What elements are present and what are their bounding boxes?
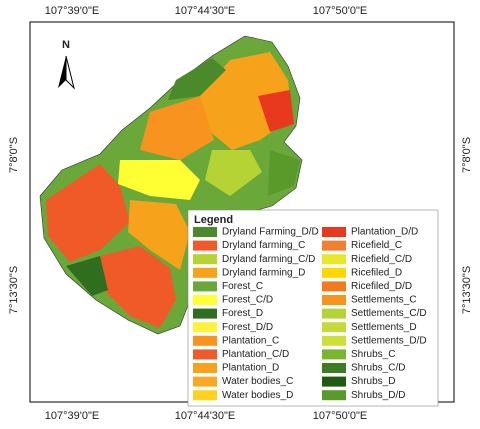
- top-coordinate: 107°50'0"E: [313, 5, 367, 17]
- legend-label: Plantation_C: [222, 335, 279, 346]
- legend-swatch: [193, 295, 217, 305]
- legend-label: Ricefiled_D: [351, 267, 402, 278]
- land-patch: [205, 150, 262, 196]
- legend-swatch: [193, 363, 217, 373]
- north-label: N: [62, 39, 70, 51]
- legend-swatch: [322, 267, 346, 278]
- legend-label: Plantation_D: [222, 363, 279, 374]
- legend-label: Forest_C: [222, 281, 263, 292]
- legend-swatch: [193, 281, 217, 292]
- legend-label: Forest_C/D: [222, 295, 273, 306]
- legend-swatch: [193, 376, 217, 387]
- coordinate-labels: 107°39'0"E 107°44'30"E 107°50'0"E 107°39'0"…: [8, 5, 473, 422]
- bottom-coordinate: 107°39'0"E: [45, 410, 99, 422]
- legend-label: Settlements_C/D: [351, 308, 427, 319]
- legend-label: Settlements_C: [351, 295, 417, 306]
- legend-swatch: [193, 335, 217, 346]
- map-area: [39, 35, 303, 335]
- arrow-half: [58, 56, 66, 88]
- north-arrow: N: [58, 39, 75, 90]
- legend: Dryland Farming_D/D Dryland farming_C Dryl…: [193, 227, 427, 401]
- legend-swatch: [322, 254, 346, 265]
- bottom-coordinate: 107°44'30"E: [175, 410, 236, 422]
- top-coordinate: 107°39'0"E: [45, 5, 99, 17]
- legend-label: Settlements_D/D: [351, 335, 427, 346]
- legend-swatch: [322, 390, 346, 401]
- legend-label: Shrubs_C: [351, 349, 395, 360]
- legend-label: Ricefiled_D/D: [351, 281, 412, 292]
- land-patch: [268, 150, 300, 196]
- legend-swatch: [193, 349, 217, 360]
- legend-swatch: [193, 308, 217, 319]
- legend-swatch: [322, 349, 346, 360]
- arrow-half: [65, 55, 75, 90]
- legend-swatch: [193, 390, 217, 401]
- legend-label: Dryland farming_C: [222, 240, 305, 251]
- legend-swatch: [322, 240, 346, 251]
- legend-label: Plantation_D/D: [351, 227, 418, 238]
- legend-label: Settlements_D: [351, 322, 417, 333]
- land-patch: [140, 96, 214, 160]
- legend-swatch: [322, 295, 346, 305]
- legend-swatch: [322, 308, 346, 319]
- legend-label: Shrubs_C/D: [351, 363, 405, 374]
- legend-label: Forest_D/D: [222, 322, 273, 333]
- legend-swatch: [322, 335, 346, 346]
- legend-swatch: [322, 281, 346, 292]
- land-patch: [66, 256, 108, 296]
- legend-swatch: [322, 363, 346, 373]
- legend-label: Plantation_C/D: [222, 349, 289, 360]
- land-patch: [100, 246, 176, 328]
- land-patch: [168, 58, 226, 100]
- legend-swatch: [193, 322, 217, 333]
- right-coordinate: 7°13'30"S: [461, 266, 473, 314]
- land-patch: [258, 90, 294, 132]
- legend-swatch: [322, 322, 346, 333]
- legend-title: Legend: [194, 214, 233, 226]
- legend-swatch: [322, 376, 346, 387]
- top-coordinate: 107°44'30"E: [175, 5, 236, 17]
- land-patch: [46, 164, 130, 262]
- legend-label: Shrubs_D/D: [351, 390, 405, 401]
- legend-swatch: [322, 227, 346, 237]
- legend-swatch: [193, 254, 217, 265]
- legend-label: Ricefield_C/D: [351, 254, 412, 265]
- right-coordinate: 7°8'0"S: [461, 137, 473, 173]
- land-patch: [118, 160, 200, 200]
- land-patch: [128, 200, 190, 270]
- legend-label: Dryland Farming_D/D: [222, 227, 319, 238]
- legend-swatch: [193, 227, 217, 237]
- legend-swatch: [193, 240, 217, 251]
- legend-label: Dryland farming_C/D: [222, 254, 315, 265]
- left-coordinate: 7°13'30"S: [8, 266, 20, 314]
- legend-label: Shrubs_D: [351, 376, 395, 387]
- legend-box: [187, 209, 439, 407]
- legend-label: Water bodies_D: [222, 390, 293, 401]
- legend-label: Ricefield_C: [351, 240, 402, 251]
- legend-label: Dryland farming_D: [222, 267, 305, 278]
- bottom-coordinate: 107°50'0"E: [313, 410, 367, 422]
- legend-label: Forest_D: [222, 308, 263, 319]
- legend-swatch: [193, 267, 217, 278]
- legend-label: Water bodies_C: [222, 376, 293, 387]
- left-coordinate: 7°8'0"S: [8, 137, 20, 173]
